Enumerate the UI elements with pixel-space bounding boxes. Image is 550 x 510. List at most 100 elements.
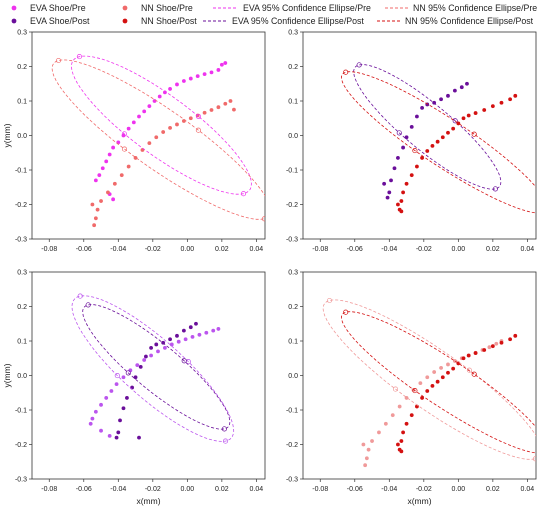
ellipse-marker <box>121 146 128 152</box>
x-tick-label: -0.08 <box>312 246 328 253</box>
data-point <box>446 130 450 135</box>
data-point <box>383 421 388 426</box>
data-point <box>399 199 404 203</box>
data-point <box>168 337 172 342</box>
data-point <box>162 346 167 350</box>
data-point <box>197 332 202 337</box>
data-point <box>121 406 126 411</box>
x-tick-label: 0.04 <box>250 486 264 493</box>
data-point <box>494 341 499 346</box>
data-point <box>202 72 207 76</box>
x-tick-label: -0.02 <box>145 486 161 493</box>
y-tick-label: -0.2 <box>286 442 298 449</box>
data-point <box>181 79 186 83</box>
data-point <box>119 173 124 178</box>
ellipse-marker <box>392 386 399 392</box>
data-point <box>156 349 160 354</box>
data-point <box>111 197 116 202</box>
data-point <box>418 381 423 385</box>
confidence-ellipse <box>51 59 265 220</box>
x-tick-label: 0.02 <box>215 246 229 253</box>
x-tick-label: -0.04 <box>381 486 397 493</box>
ellipse-marker <box>76 54 82 60</box>
data-point <box>183 337 188 342</box>
ellipse-marker <box>85 302 91 308</box>
y-tick-label: -0.3 <box>286 237 298 244</box>
y-tick-label: 0.3 <box>17 270 27 277</box>
data-point <box>513 93 518 98</box>
ellipse-marker <box>261 216 265 222</box>
data-point <box>499 100 504 105</box>
data-point <box>130 385 135 390</box>
x-tick-label: 0.02 <box>215 486 229 493</box>
ellipse-marker <box>466 367 472 373</box>
x-tick-label: -0.06 <box>347 246 363 253</box>
y-tick-label: 0.3 <box>288 270 298 277</box>
data-point <box>223 61 228 65</box>
data-point <box>466 353 471 358</box>
data-point <box>401 430 406 435</box>
data-point <box>401 145 406 150</box>
data-point <box>195 74 200 79</box>
y-tick-label: 0.3 <box>288 30 298 37</box>
data-point <box>396 156 400 160</box>
ellipse-marker <box>343 69 349 75</box>
data-point <box>107 152 112 157</box>
data-point <box>137 435 141 440</box>
data-point <box>404 135 409 140</box>
ellipse-marker <box>452 118 458 124</box>
x-tick-label: -0.04 <box>110 246 126 253</box>
data-point <box>99 402 103 407</box>
data-point <box>361 442 366 447</box>
data-point <box>399 449 404 454</box>
ellipse-marker <box>121 131 127 137</box>
x-tick-label: -0.06 <box>76 486 92 493</box>
data-point <box>168 126 172 130</box>
panel-top-left: -0.08 -0.06 -0.04 -0.02 0.00 0.02 0.04 -0.3 -0.2… <box>2 30 266 253</box>
data-point <box>420 156 424 160</box>
data-point <box>188 76 193 81</box>
y-tick-label: -0.3 <box>15 477 27 484</box>
data-point <box>451 126 456 131</box>
data-point <box>219 62 224 67</box>
y-tick-label: -0.1 <box>286 168 298 175</box>
data-point <box>404 181 409 186</box>
data-point <box>209 108 214 112</box>
data-point <box>435 139 440 144</box>
data-point <box>387 190 392 195</box>
data-point <box>397 404 402 409</box>
data-point <box>194 321 198 326</box>
y-tick-label: 0.0 <box>17 373 27 380</box>
confidence-ellipse <box>70 55 252 195</box>
ellipse-marker <box>541 210 545 214</box>
data-point <box>396 202 400 207</box>
plot-frame <box>31 271 266 480</box>
legend-marker-eva-post <box>11 18 17 24</box>
data-point <box>446 370 450 375</box>
data-point <box>432 370 437 374</box>
data-point <box>114 435 119 440</box>
x-tick-label: -0.02 <box>416 486 432 493</box>
data-point <box>93 178 98 183</box>
data-point <box>93 216 98 221</box>
data-point <box>439 366 443 370</box>
ellipse-marker <box>356 62 362 68</box>
data-point <box>401 190 406 195</box>
y-tick-label: 0.0 <box>17 133 27 140</box>
data-point <box>223 101 228 106</box>
confidence-ellipse <box>82 304 231 430</box>
x-tick-label: -0.06 <box>76 246 92 253</box>
y-tick-label: 0.3 <box>17 30 27 37</box>
data-point <box>404 421 409 426</box>
data-point <box>377 430 381 435</box>
legend-label-eva-pre: EVA Shoe/Pre <box>30 3 86 13</box>
data-point <box>161 130 166 134</box>
data-point <box>499 340 504 345</box>
data-point <box>92 223 97 228</box>
x-tick-label: 0.02 <box>486 246 500 253</box>
data-point <box>181 328 186 333</box>
data-point <box>175 122 179 127</box>
data-point <box>461 116 466 121</box>
data-point <box>390 413 395 418</box>
